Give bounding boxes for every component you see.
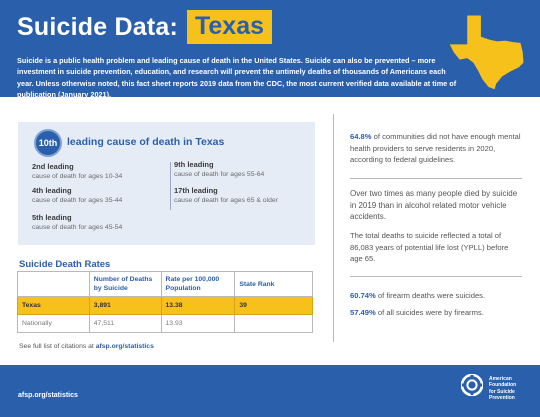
rank-item: 4th leading cause of death for ages 35-4… [32, 186, 122, 206]
fact-providers: 64.8% of communities did not have enough… [350, 131, 522, 166]
table-cell: 3,891 [88, 296, 162, 315]
table-header-cell [17, 271, 90, 297]
afsp-logo-icon [461, 374, 483, 396]
rank-item-ages: cause of death for ages 45-54 [32, 224, 123, 231]
page-title: Suicide Data: Texas [17, 10, 273, 44]
table-cell: 13.38 [160, 296, 236, 315]
intro-paragraph: Suicide is a public health problem and l… [17, 56, 457, 100]
fact-text: of all suicides were by firearms. [375, 308, 484, 317]
fact-alcohol-comparison: Over two times as many people died by su… [350, 189, 518, 221]
afsp-logo-text: American Foundation for Suicide Preventi… [489, 376, 516, 402]
suicide-death-rates-table: Number of Deaths by Suicide Rate per 100… [17, 271, 313, 333]
citation-link[interactable]: afsp.org/statistics [95, 343, 154, 350]
rank-item-ages: cause of death for ages 10-34 [32, 173, 123, 180]
title-text: Suicide Data: [17, 12, 178, 41]
logo-line: Prevention [489, 395, 515, 402]
fact-text: of communities did not have enough menta… [350, 132, 521, 164]
rank-item-title: 4th leading [32, 186, 72, 195]
fact-percentage: 64.8% [350, 132, 372, 141]
logo-line: American [489, 376, 512, 382]
rank-item: 9th leading cause of death for ages 55-6… [174, 160, 264, 180]
rank-item: 2nd leading cause of death for ages 10-3… [32, 162, 122, 182]
table-header-cell: Number of Deaths by Suicide [88, 271, 162, 297]
horizontal-divider [350, 178, 522, 179]
table-row-national: Nationally 47,511 13.93 [17, 314, 313, 333]
header-banner: Suicide Data: Texas Suicide is a public … [0, 0, 540, 99]
rank-item-title: 17th leading [174, 186, 218, 195]
rank-item-ages: cause of death for ages 55-64 [174, 171, 265, 178]
table-cell: 13.93 [160, 314, 236, 333]
horizontal-divider [350, 276, 522, 277]
rank-item: 17th leading cause of death for ages 65 … [174, 186, 278, 206]
footer-bar: afsp.org/statistics American Foundation … [0, 365, 540, 417]
table-cell: Texas [17, 296, 90, 315]
rank-item: 5th leading cause of death for ages 45-5… [32, 213, 122, 233]
logo-line: Foundation [489, 382, 517, 389]
fact-ypll: The total deaths to suicide reflected a … [350, 231, 509, 263]
fact-percentage: 60.74% [350, 291, 376, 300]
fact-firearm-deaths: 60.74% of firearm deaths were suicides. [350, 290, 522, 302]
table-header-row: Number of Deaths by Suicide Rate per 100… [17, 271, 313, 297]
column-divider [170, 162, 171, 210]
table-cell: 39 [234, 296, 313, 315]
vertical-divider [333, 114, 334, 342]
texas-map-icon [449, 15, 524, 90]
rank-item-title: 9th leading [174, 160, 214, 169]
rank-item-title: 5th leading [32, 213, 72, 222]
rank-item-ages: cause of death for ages 65 & older [174, 197, 278, 204]
state-name-badge: Texas [186, 10, 273, 44]
table-row-texas: Texas 3,891 13.38 39 [17, 296, 313, 315]
rank-badge: 10th [34, 129, 62, 157]
fact-text: of firearm deaths were suicides. [375, 291, 486, 300]
rank-label: leading cause of death in Texas [67, 136, 225, 148]
leading-cause-panel: 10th leading cause of death in Texas 2nd… [18, 122, 315, 245]
table-cell: Nationally [17, 314, 90, 333]
table-header-cell: State Rank [234, 271, 313, 297]
rates-table-title: Suicide Death Rates [19, 259, 111, 270]
fact-percentage: 57.49% [350, 308, 376, 317]
citation-text: See full list of citations at [19, 343, 96, 350]
footer-website-link[interactable]: afsp.org/statistics [18, 392, 78, 399]
table-header-cell: Rate per 100,000 Population [160, 271, 236, 297]
rank-item-ages: cause of death for ages 35-44 [32, 197, 123, 204]
rank-item-title: 2nd leading [32, 162, 74, 171]
citation-note: See full list of citations at afsp.org/s… [19, 343, 154, 350]
logo-line: for Suicide [489, 388, 515, 395]
table-cell [234, 314, 313, 333]
table-cell: 47,511 [88, 314, 162, 333]
fact-suicides-by-firearm: 57.49% of all suicides were by firearms. [350, 307, 522, 319]
